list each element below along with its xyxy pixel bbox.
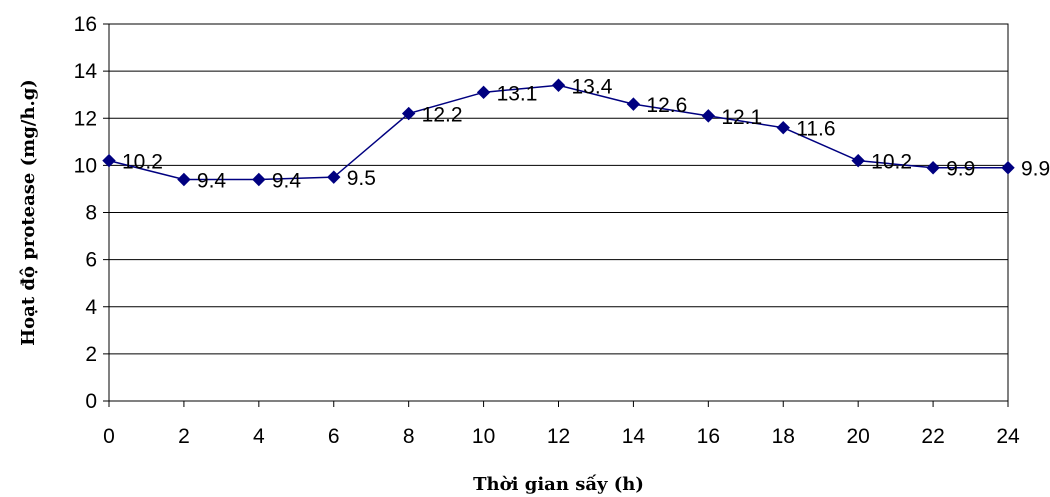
y-tick-label: 6 [85,249,97,272]
data-point-marker [327,170,341,184]
y-tick-label: 14 [74,60,98,83]
data-point-marker [102,153,116,168]
data-label: 9.4 [197,170,227,193]
data-label: 13.4 [572,75,613,98]
x-axis-ticks: 0 2 4 6 8 10 12 14 16 18 20 22 24 [103,401,1020,448]
x-tick-label: 16 [697,425,720,448]
data-label: 9.4 [272,170,302,193]
x-tick-label: 0 [103,425,115,448]
y-axis-ticks: 0 2 4 6 8 10 12 14 16 [74,13,109,413]
data-label: 12.6 [646,94,687,117]
x-tick-label: 18 [772,425,795,448]
data-point-marker [177,172,191,187]
data-point-marker [1001,161,1015,175]
data-point-marker [476,85,491,100]
data-label: 13.1 [497,82,538,105]
data-labels: 10.2 9.4 9.4 9.5 12.2 13.1 13.4 12.6 12.1 11.6 10.… [122,75,1050,192]
x-tick-label: 8 [403,425,415,448]
data-point-marker [851,153,865,168]
x-tick-label: 22 [921,425,944,448]
data-point-marker [401,106,416,121]
data-label: 12.2 [422,104,463,127]
y-axis-title: Hoạt độ protease (mg/h.g) [18,79,39,346]
x-tick-label: 14 [622,425,646,448]
series-group [102,78,1015,187]
x-axis-title: Thời gian sấy (h) [473,473,644,495]
x-tick-label: 12 [547,425,570,448]
x-tick-label: 4 [253,425,265,448]
x-tick-label: 10 [472,425,495,448]
data-point-marker [551,78,566,92]
data-label: 9.9 [946,158,975,181]
y-tick-label: 16 [74,13,97,36]
data-label: 9.9 [1021,158,1050,181]
data-point-marker [701,109,716,123]
data-point-marker [776,120,790,135]
data-label: 9.5 [347,167,376,190]
x-tick-label: 20 [846,425,869,448]
data-label: 10.2 [122,151,163,174]
y-tick-label: 10 [74,154,97,177]
y-tick-label: 0 [85,390,97,413]
data-label: 12.1 [721,106,762,129]
gridlines [109,70,1008,355]
x-tick-label: 6 [328,425,340,448]
y-tick-label: 12 [74,107,97,130]
y-tick-label: 4 [85,296,97,319]
data-label: 11.6 [796,118,835,141]
data-label: 10.2 [871,151,912,174]
x-tick-label: 2 [178,425,190,448]
data-point-marker [626,97,641,111]
y-tick-label: 2 [85,343,97,366]
data-point-marker [926,161,940,175]
y-tick-label: 8 [85,202,97,225]
data-point-marker [252,172,266,187]
x-tick-label: 24 [996,425,1020,448]
